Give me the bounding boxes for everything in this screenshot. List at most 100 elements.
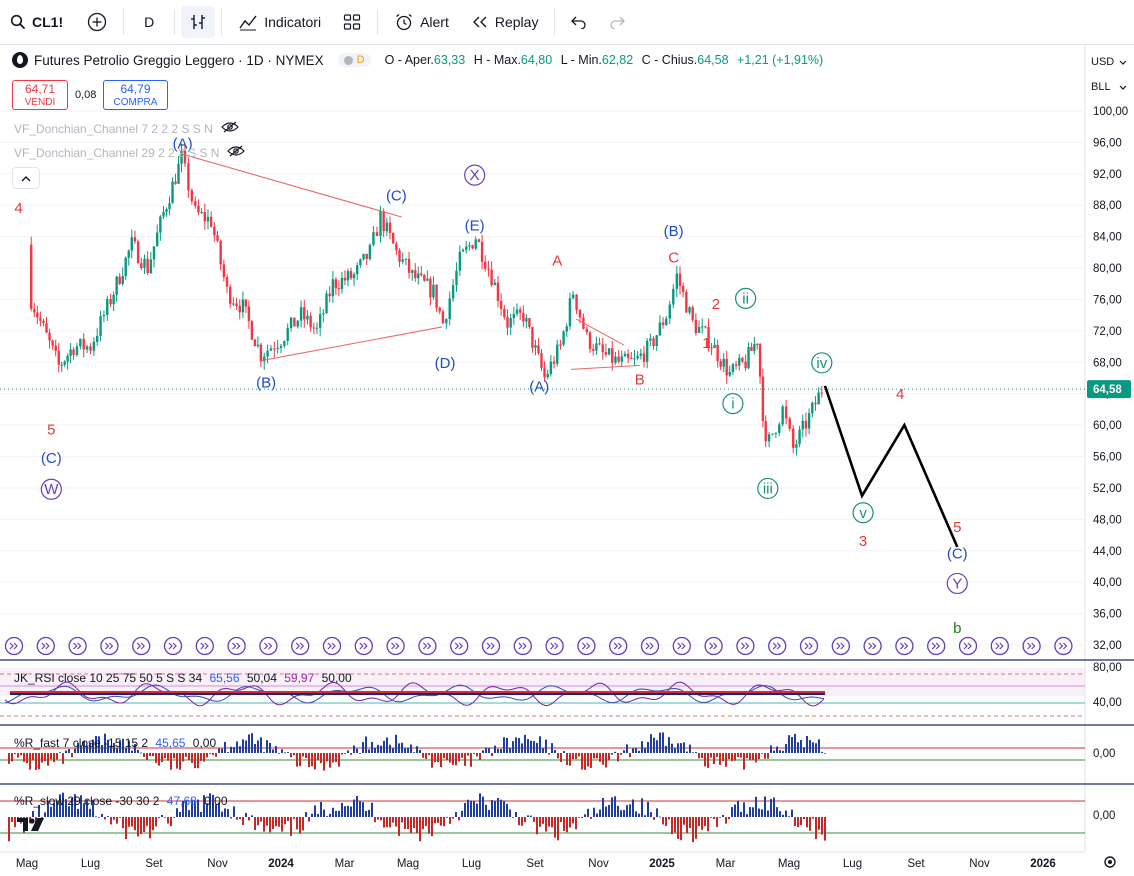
currency-selector[interactable]: USD [1089,52,1129,72]
alert-button[interactable]: Alert [386,6,457,38]
wave-label[interactable]: (C) [41,450,62,467]
rsi-pane-label[interactable]: JK_RSI close 10 25 75 50 5 S S 34 65,56 … [14,671,352,685]
redo-button[interactable] [599,0,637,44]
event-marker-icon[interactable] [481,636,501,656]
event-marker-icon[interactable] [736,636,755,656]
event-marker-icon[interactable] [831,636,850,656]
wave-label[interactable]: 4 [14,200,22,217]
wave-label[interactable]: X [470,167,480,184]
triangle-lower[interactable] [570,364,640,370]
wave-label[interactable]: (C) [947,546,968,563]
wave-label[interactable]: (B) [664,223,684,240]
event-marker-icon[interactable] [322,636,342,656]
wave-label[interactable]: ii [742,290,749,307]
wave-label[interactable]: iv [816,355,827,372]
event-marker-icon[interactable] [1054,636,1073,656]
event-marker-icon[interactable] [768,636,787,656]
r-fast-pane-label[interactable]: %R_fast 7 close -15 15 2 45,65 0,00 [14,736,216,750]
time-axis[interactable]: Mag Lug Set Nov 2024 Mar Mag Lug Set Nov 2025 Mar Ma… [16,858,1056,870]
event-marker-icon[interactable] [259,636,278,656]
trendline-lower[interactable] [260,326,442,362]
event-marker-icon[interactable] [1022,636,1041,656]
event-marker-icon[interactable] [291,636,310,656]
indicator-donchian-7[interactable]: VF_Donchian_Channel 7 2 2 2 S S N [14,121,239,136]
event-marker-icon[interactable] [4,636,24,656]
buy-button[interactable]: 64,79 COMPRA [103,80,168,110]
wave-label[interactable]: B [635,371,645,388]
event-marker-icon[interactable] [958,636,978,656]
event-marker-icon[interactable] [609,636,628,656]
event-marker-icon[interactable] [227,636,246,656]
wave-label[interactable]: (D) [435,355,456,372]
price-axis[interactable]: 100,00 96,00 92,00 88,00 84,00 80,00 76,00 72,0… [0,106,1131,652]
event-marker-icon[interactable] [386,636,405,656]
indicators-button[interactable]: Indicatori [230,6,329,38]
hidden-eye-icon[interactable] [227,145,246,160]
event-marker-icon[interactable] [163,636,183,656]
event-marker-icon[interactable] [799,636,819,656]
event-marker-icon[interactable] [36,636,55,656]
r-fast-bar [380,745,382,753]
interval-button[interactable]: D [126,0,172,44]
event-marker-icon[interactable] [100,636,119,656]
event-marker-icon[interactable] [545,636,564,656]
wave-label[interactable]: i [731,396,734,413]
trendline-upper[interactable] [182,153,402,218]
wave-label[interactable]: 4 [896,386,904,403]
event-marker-icon[interactable] [513,636,532,656]
event-marker-icon[interactable] [450,636,469,656]
wave-label[interactable]: v [859,505,867,522]
event-marker-icon[interactable] [418,636,437,656]
wave-label[interactable]: 5 [953,519,961,536]
wave-label[interactable]: A [552,253,562,270]
r-fast-bar [713,753,715,765]
chart-title[interactable]: Futures Petrolio Greggio Leggero · 1D · … [34,52,324,68]
wave-label[interactable]: Y [952,575,962,592]
event-marker-icon[interactable] [863,636,882,656]
hidden-eye-icon[interactable] [220,121,239,136]
r-slow-pane-label[interactable]: %R_slow 29 close -30 30 2 47,68 0,00 [14,794,228,808]
wave-label[interactable]: W [44,481,59,498]
candle-body [190,190,194,202]
triangle-upper[interactable] [576,318,625,346]
wave-label[interactable]: (E) [465,217,485,234]
event-marker-icon[interactable] [927,636,946,656]
price-chart[interactable]: 45(C)W(A)(B)(C)(D)X(E)(A)AB(B)C12iiiiiii… [0,44,1134,876]
event-marker-icon[interactable] [354,636,373,656]
event-marker-icon[interactable] [577,636,596,656]
replay-button[interactable]: Replay [463,6,547,38]
wave-label[interactable]: C [668,250,679,267]
wave-label[interactable]: b [953,620,961,637]
wave-label[interactable]: (A) [529,378,549,395]
event-marker-icon[interactable] [68,636,87,656]
chart-type-button[interactable] [181,6,216,38]
wave-label[interactable]: iii [763,480,773,497]
wave-label[interactable]: (B) [256,374,276,391]
wave-label[interactable]: (C) [386,188,407,205]
event-marker-icon[interactable] [132,636,151,656]
unit-selector[interactable]: BLL [1089,77,1129,97]
event-marker-icon[interactable] [640,636,660,656]
settings-gear-icon[interactable] [1104,856,1116,868]
undo-button[interactable] [557,0,599,44]
wave-label[interactable]: 5 [47,422,55,439]
event-marker-icon[interactable] [895,636,914,656]
market-status-badge[interactable]: D [337,53,371,67]
indicator-donchian-29[interactable]: VF_Donchian_Channel 29 2 2 2 S S N [14,145,246,160]
r-slow-bar [626,805,628,817]
projected-wave-path[interactable] [823,385,959,548]
wave-label[interactable]: 3 [859,533,867,550]
event-marker-icon[interactable] [672,636,691,656]
wave-label[interactable]: 1 [702,335,710,352]
wave-label[interactable]: (A) [173,136,193,153]
symbol-search[interactable]: CL1! [0,0,73,44]
collapse-legend-button[interactable] [12,167,40,189]
event-marker-icon[interactable] [195,636,214,656]
event-marker-icon[interactable] [990,636,1009,656]
event-marker-chevron [395,642,400,650]
wave-label[interactable]: 2 [712,296,720,313]
layouts-button[interactable] [335,6,369,38]
event-marker-icon[interactable] [704,636,723,656]
compare-button[interactable] [73,0,121,44]
sell-button[interactable]: 64,71 VENDI [12,80,68,110]
